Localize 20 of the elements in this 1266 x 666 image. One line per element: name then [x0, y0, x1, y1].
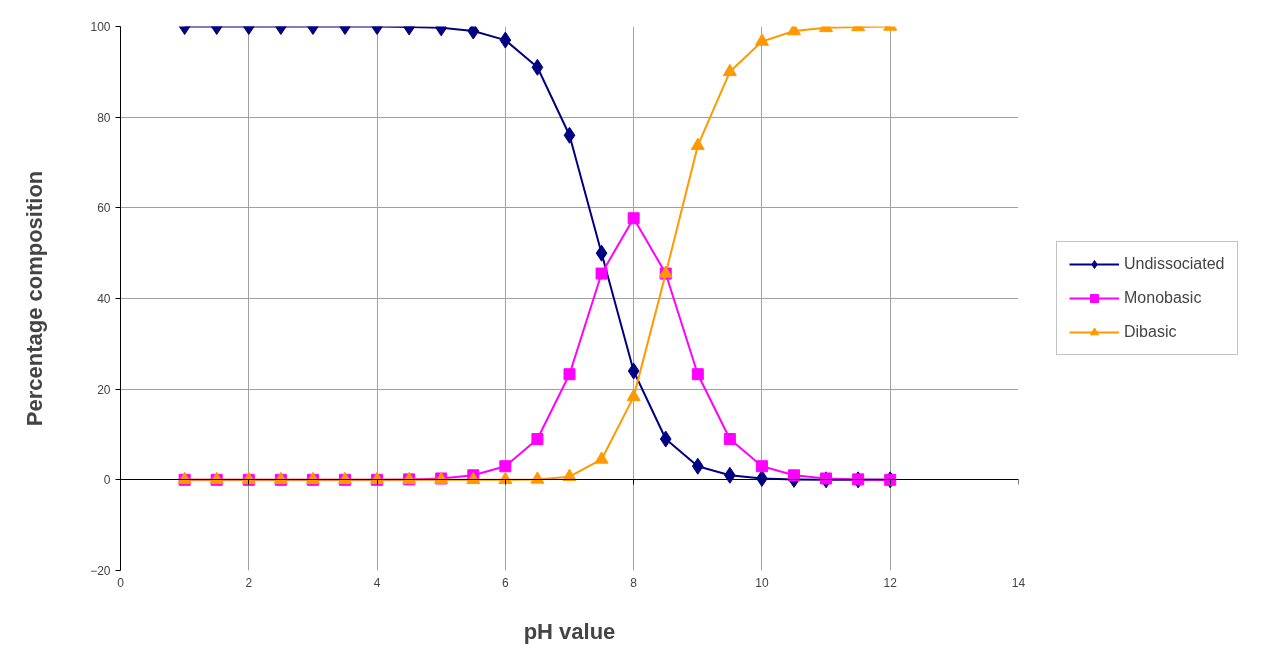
x-tick-label: 4: [373, 575, 381, 590]
x-tick-label: 10: [755, 575, 769, 590]
legend-label: Dibasic: [1124, 323, 1177, 341]
x-tick-label: 12: [883, 575, 898, 590]
legend-label: Undissociated: [1124, 255, 1225, 273]
legend-label: Monobasic: [1124, 289, 1202, 307]
y-tick-label: 40: [97, 292, 111, 306]
x-tick-label: 2: [245, 575, 253, 590]
x-tick-label: 14: [1011, 575, 1026, 590]
y-tick-label: 0: [103, 473, 111, 488]
x-tick-label: 8: [630, 575, 638, 590]
y-tick-label: 80: [97, 110, 111, 125]
y-tick-label: 100: [90, 20, 111, 34]
y-tick-label: −20: [90, 564, 111, 578]
x-tick-label: 6: [502, 575, 510, 590]
x-tick-label: 0: [117, 575, 125, 590]
y-tick-label: 20: [97, 382, 111, 397]
y-axis-title: Percentage composition: [22, 170, 48, 427]
y-tick-label: 60: [97, 201, 111, 216]
x-axis-title: pH value: [523, 618, 616, 644]
